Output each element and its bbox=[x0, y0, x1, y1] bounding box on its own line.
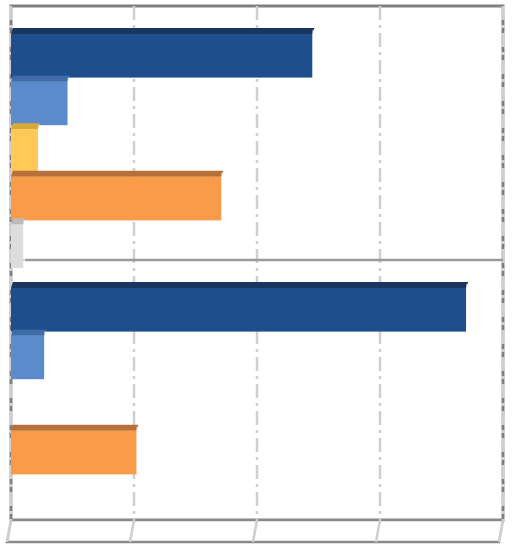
bar-edge-s0-c0 bbox=[312, 30, 315, 78]
bar-edge-s3-c0 bbox=[221, 172, 224, 221]
bar-top-s4-c0 bbox=[11, 218, 26, 225]
bar-s4-c0 bbox=[11, 224, 24, 268]
floor-gridline-3 bbox=[374, 519, 382, 543]
bar-s1-c0 bbox=[11, 81, 68, 126]
bar-top-s0-c1 bbox=[11, 282, 469, 288]
bar-s3-c1 bbox=[11, 430, 137, 475]
floor-gridline-2 bbox=[251, 519, 259, 543]
bar-top-s3-c1 bbox=[11, 424, 139, 431]
bar-s0-c1 bbox=[11, 288, 467, 332]
bar-edge-s4-c0 bbox=[23, 220, 26, 268]
bar-s0-c0 bbox=[11, 34, 313, 78]
bar-edge-s3-c1 bbox=[136, 426, 139, 475]
bar-edge-s0-c1 bbox=[466, 284, 469, 332]
floor-gridline-1 bbox=[128, 519, 136, 543]
bar-edge-s1-c0 bbox=[67, 77, 70, 126]
bar-top-s0-c0 bbox=[11, 28, 315, 34]
bar-edge-s1-c1 bbox=[44, 331, 47, 380]
bar-top-s1-c1 bbox=[11, 329, 47, 336]
floor-gridline-0 bbox=[5, 519, 13, 543]
bar-s3-c0 bbox=[11, 176, 222, 221]
bar-top-s3-c0 bbox=[11, 170, 224, 177]
bar-top-s2-c0 bbox=[11, 123, 41, 130]
bar-s2-c0 bbox=[11, 129, 39, 173]
bar-edge-s2-c0 bbox=[38, 125, 41, 173]
bar-top-s1-c0 bbox=[11, 75, 70, 82]
floor-gridline-4 bbox=[497, 519, 505, 543]
bar-s1-c1 bbox=[11, 335, 45, 380]
